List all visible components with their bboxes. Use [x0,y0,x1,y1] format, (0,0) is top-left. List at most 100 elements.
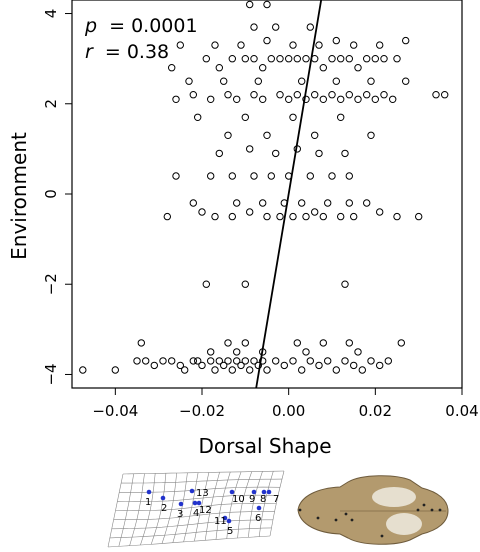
data-point [215,64,224,72]
landmark-dot [226,518,232,524]
data-point [397,339,405,347]
data-point [189,199,198,207]
data-point [263,131,271,140]
data-point [250,23,258,31]
data-point [189,357,198,365]
data-point [224,339,232,347]
data-point [380,55,388,63]
data-point [337,95,345,104]
data-point [211,366,219,374]
x-tick-label: 0.04 [445,402,478,420]
y-tick-label: −4 [42,363,60,385]
data-point [345,339,353,347]
data-point [228,172,237,180]
skull-label-patch-top [372,487,416,507]
landmark-dot [256,505,262,511]
data-point [341,357,349,365]
data-point [363,55,371,63]
data-point [332,36,340,45]
data-point [324,357,332,365]
data-point [194,357,202,365]
data-point [332,77,340,85]
data-point [211,212,219,221]
data-point [189,91,198,99]
data-point [363,91,371,99]
data-point [371,95,379,104]
deformation-grid-lines [107,470,285,548]
data-point [298,199,306,207]
x-axis-label: Dorsal Shape [198,434,331,458]
skull-landmark-dot [430,508,434,512]
data-point [246,145,254,153]
data-point [393,55,401,63]
data-point [163,212,172,221]
data-point [337,55,345,63]
data-point [276,212,284,221]
p-value-annotation: p = 0.0001 [84,15,198,37]
data-point [311,131,319,140]
data-point [371,55,379,63]
data-point [341,149,349,158]
data-point [350,212,358,221]
data-point [246,208,254,216]
p-label: p [84,15,97,37]
y-axis-label: Environment [7,132,31,260]
data-point [241,55,250,63]
landmark-dot [160,495,166,501]
data-point [224,357,232,365]
data-point [315,361,323,370]
skull-landmarks [298,503,442,538]
skull-landmark-dot [298,508,302,512]
data-point [324,199,332,207]
data-point [315,149,323,158]
data-point [345,172,353,180]
data-point [202,55,211,63]
data-point [328,172,336,180]
landmark-label: 7 [273,494,279,505]
data-point [111,366,120,374]
data-point [228,366,237,374]
data-point [302,348,310,356]
data-point [263,36,271,45]
data-point [241,339,250,347]
skull-landmark-dot [422,503,426,507]
data-point [224,91,232,99]
data-point [194,113,202,122]
data-point [259,95,267,104]
data-point [345,55,353,63]
landmark-dot [251,489,257,495]
data-point [306,357,314,365]
data-point [319,212,327,221]
data-point [376,361,384,370]
data-point [341,280,349,288]
data-point [250,172,258,180]
grid-line-horizontal [121,478,283,484]
data-point [207,357,215,365]
landmark-label: 12 [199,505,212,516]
landmark-label: 3 [177,509,183,520]
data-point [220,77,228,85]
skull-landmark-dot [416,508,420,512]
grid-line-horizontal [107,535,271,548]
data-point [280,361,288,370]
data-point [376,41,384,49]
data-point [259,357,267,365]
data-point [289,212,297,221]
data-point [267,55,275,63]
landmark-dot [192,500,198,506]
data-point [168,357,176,365]
grid-line-horizontal [111,519,273,530]
r-value-annotation: r = 0.38 [85,41,169,63]
data-point [272,357,280,365]
data-point [306,23,314,31]
data-point [185,77,193,85]
data-point [319,95,327,104]
landmark-dot [178,501,184,507]
data-point [259,64,267,72]
data-point [354,95,362,104]
landmark-label: 8 [260,494,266,505]
scatter-plot: −0.04 −0.02 0.00 0.02 0.04 −4 −2 0 2 4 p = 0.000… [7,0,479,458]
data-point [293,55,301,63]
x-tick-label: −0.02 [179,402,225,420]
